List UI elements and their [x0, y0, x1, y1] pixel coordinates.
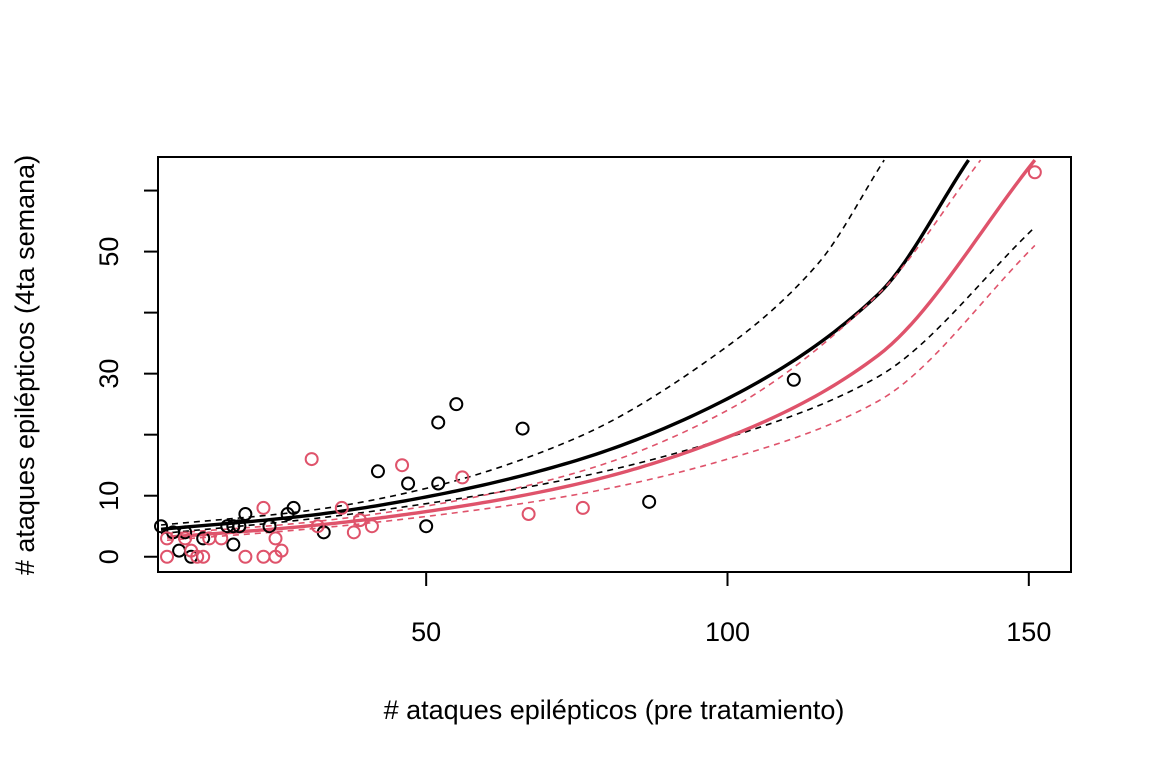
data-point	[515, 421, 530, 436]
data-point	[370, 464, 385, 479]
series-group	[166, 158, 1037, 542]
data-point	[521, 507, 536, 522]
fit-line	[160, 159, 970, 531]
data-point	[232, 519, 247, 534]
data-point	[274, 543, 289, 558]
data-point	[178, 531, 193, 546]
y-axis-label: # ataques epilépticos (4ta semana)	[10, 155, 40, 575]
y-tick-label: 30	[94, 359, 124, 389]
y-ticks: 0 10 30 50	[94, 189, 158, 564]
x-tick-label: 50	[411, 617, 441, 647]
data-point	[196, 549, 211, 564]
data-point	[190, 549, 205, 564]
data-point	[346, 525, 361, 540]
data-point	[262, 519, 277, 534]
y-tick-label: 10	[94, 481, 124, 511]
data-point	[395, 458, 410, 473]
data-point	[160, 549, 175, 564]
ci-upper-line	[166, 159, 982, 535]
data-point	[431, 476, 446, 491]
ci-upper-line	[160, 159, 885, 526]
data-point	[304, 452, 319, 467]
series-group	[160, 159, 1036, 535]
data-point	[178, 525, 193, 540]
data-point	[334, 500, 349, 515]
data-point	[642, 494, 657, 509]
data-point	[1027, 165, 1042, 180]
data-point	[310, 519, 325, 534]
x-axis-label: # ataques epilépticos (pre tratamiento)	[384, 695, 845, 725]
data-point	[196, 531, 211, 546]
data-point	[786, 372, 801, 387]
data-point	[238, 507, 253, 522]
data-point	[449, 397, 464, 412]
points-group	[154, 372, 801, 564]
ci-lower-line	[166, 244, 1036, 542]
data-point	[401, 476, 416, 491]
data-point	[226, 537, 241, 552]
data-point	[286, 500, 301, 515]
data-point	[160, 531, 175, 546]
data-point	[256, 549, 271, 564]
series-layer	[154, 158, 1042, 564]
plot-box	[157, 156, 1072, 573]
data-point	[364, 519, 379, 534]
data-point	[455, 470, 470, 485]
y-tick-label: 50	[94, 237, 124, 267]
y-tick-label: 0	[94, 549, 124, 564]
data-point	[268, 531, 283, 546]
ci-lower-line	[160, 226, 1036, 535]
x-tick-label: 150	[1006, 617, 1051, 647]
x-tick-label: 100	[705, 617, 750, 647]
data-point	[352, 513, 367, 528]
data-point	[154, 519, 169, 534]
points-group	[160, 165, 1042, 564]
data-point	[238, 549, 253, 564]
data-point	[226, 519, 241, 534]
data-point	[256, 500, 271, 515]
fit-line	[166, 158, 1037, 539]
data-point	[172, 543, 187, 558]
data-point	[419, 519, 434, 534]
x-ticks: 50 100 150	[411, 572, 1051, 647]
data-point	[575, 500, 590, 515]
data-point	[214, 531, 229, 546]
data-point	[431, 415, 446, 430]
